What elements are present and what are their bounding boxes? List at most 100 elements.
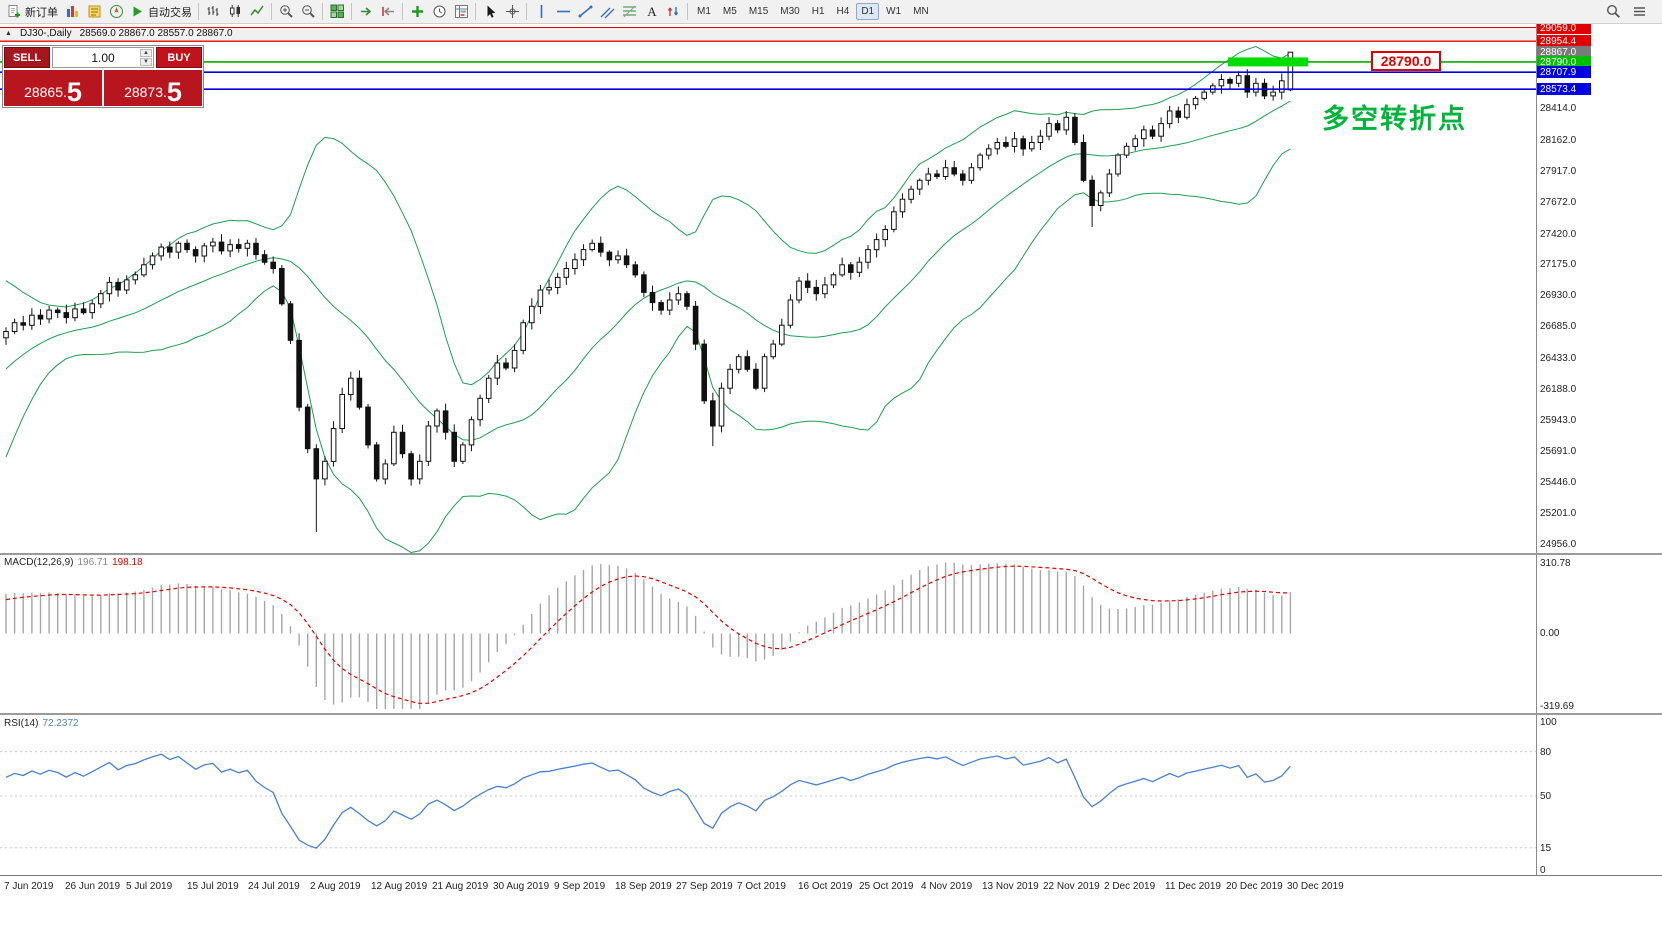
macd-name: MACD(12,26,9) (4, 557, 74, 568)
autotrading-button[interactable]: 自动交易 (127, 2, 195, 22)
rsi-panel-canvas[interactable] (0, 716, 1536, 874)
price-tick-label: 25943.0 (1540, 415, 1577, 426)
horizontal-line-icon[interactable] (552, 2, 574, 22)
line-chart-icon[interactable] (246, 2, 268, 22)
search-icon[interactable] (1602, 2, 1624, 22)
date-tick-label: 30 Aug 2019 (493, 881, 550, 892)
vertical-line-icon[interactable] (530, 2, 552, 22)
buy-button[interactable]: BUY (156, 47, 202, 68)
svg-text:A: A (647, 4, 657, 19)
toolbar-separator (687, 3, 688, 20)
buy-price-tile[interactable]: 28873. 5 (104, 70, 202, 106)
trendline-icon[interactable] (574, 2, 596, 22)
macd-panel-canvas[interactable] (0, 556, 1536, 712)
candlestick-chart-icon[interactable] (224, 2, 246, 22)
data-window-icon[interactable] (83, 2, 105, 22)
date-tick-label: 20 Dec 2019 (1226, 881, 1283, 892)
date-tick-label: 26 Jun 2019 (65, 881, 121, 892)
templates-icon[interactable] (450, 2, 472, 22)
sell-price-tile[interactable]: 28865. 5 (4, 70, 102, 106)
price-tick-label: 25446.0 (1540, 477, 1577, 488)
price-tick-label: 25201.0 (1540, 508, 1577, 519)
chart-title-bar[interactable]: ▲ DJ30-,Daily 28569.0 28867.0 28557.0 28… (0, 27, 1536, 40)
date-tick-label: 2 Aug 2019 (310, 881, 361, 892)
crosshair-icon[interactable] (501, 2, 523, 22)
timeframe-mn-button[interactable]: MN (913, 6, 929, 17)
auto-scroll-icon[interactable] (355, 2, 377, 22)
sell-button[interactable]: SELL (4, 47, 50, 68)
periods-icon[interactable] (428, 2, 450, 22)
date-tick-label: 25 Oct 2019 (859, 881, 914, 892)
date-tick-label: 5 Jul 2019 (126, 881, 173, 892)
bid-price-big-digit: 5 (66, 77, 82, 108)
fibonacci-icon[interactable] (618, 2, 640, 22)
chart-text-annotation[interactable]: 多空转折点 (1322, 104, 1467, 134)
price-scale[interactable]: 28414.0 28162.0 27917.0 27672.0 27420.0 27175… (1537, 0, 1662, 946)
text-icon[interactable]: A (640, 2, 662, 22)
toolbar-separator (351, 3, 352, 20)
channel-icon[interactable] (596, 2, 618, 22)
date-tick-label: 9 Sep 2019 (554, 881, 606, 892)
indicators-add-icon[interactable] (406, 2, 428, 22)
timeframe-w1-button[interactable]: W1 (886, 6, 902, 17)
price-tick-label: 27917.0 (1540, 166, 1577, 177)
toolbar: 新订单 自动交易 A M1 M5 M15 M30 H1 H4 D1 W1 MN (0, 0, 1662, 24)
timeframe-h1-button[interactable]: H1 (811, 6, 825, 17)
price-line-flag: 28867.0 (1537, 46, 1591, 58)
timeframe-m1-button[interactable]: M1 (697, 6, 711, 17)
bar-chart-icon[interactable] (202, 2, 224, 22)
price-tick-label: 26685.0 (1540, 321, 1577, 332)
macd-scale-label: -319.69 (1540, 701, 1574, 712)
arrows-icon[interactable] (662, 2, 684, 22)
price-tick-label: 24956.0 (1540, 539, 1577, 550)
date-tick-label: 11 Dec 2019 (1165, 881, 1221, 892)
timeframe-m5-button[interactable]: M5 (722, 6, 737, 17)
price-line-flag: 28954.4 (1537, 35, 1591, 47)
date-tick-label: 4 Nov 2019 (921, 881, 973, 892)
rsi-indicator-label: RSI(14) 72.2372 (4, 718, 79, 729)
price-tick-label: 26188.0 (1540, 384, 1577, 395)
autotrading-button-label: 自动交易 (148, 6, 192, 19)
timeframe-h4-button[interactable]: H4 (836, 6, 850, 17)
timeframe-m15-button[interactable]: M15 (748, 6, 769, 17)
price-tick-label: 25691.0 (1540, 446, 1577, 457)
cursor-icon[interactable] (479, 2, 501, 22)
date-tick-label: 18 Sep 2019 (615, 881, 672, 892)
date-tick-label: 7 Oct 2019 (737, 881, 786, 892)
toolbar-separator (475, 3, 476, 20)
toolbar-menu-icon[interactable] (1628, 2, 1650, 22)
date-tick-label: 21 Aug 2019 (432, 881, 489, 892)
price-tick-label: 28162.0 (1540, 135, 1577, 146)
new-order-button[interactable]: 新订单 (4, 2, 61, 22)
zoom-in-icon[interactable] (275, 2, 297, 22)
new-order-button-label: 新订单 (25, 6, 58, 19)
date-tick-label: 15 Jul 2019 (187, 881, 239, 892)
toolbar-separator (198, 3, 199, 20)
chart-shift-icon[interactable] (377, 2, 399, 22)
chart-ohlc-values: 28569.0 28867.0 28557.0 28867.0 (79, 28, 233, 39)
date-tick-label: 7 Jun 2019 (4, 881, 54, 892)
volume-down-button[interactable]: ▼ (140, 58, 152, 66)
time-scale[interactable]: 7 Jun 2019 26 Jun 2019 5 Jul 2019 15 Jul 20… (0, 876, 1662, 896)
volume-input[interactable]: 1.00 ▲ ▼ (52, 47, 154, 68)
date-tick-label: 13 Nov 2019 (982, 881, 1039, 892)
panel-separator[interactable] (0, 875, 1662, 876)
zoom-out-icon[interactable] (297, 2, 319, 22)
volume-up-button[interactable]: ▲ (140, 49, 152, 57)
price-line-flag: 28707.9 (1537, 66, 1591, 78)
timeframe-m30-button[interactable]: M30 (780, 6, 800, 17)
market-watch-icon[interactable] (61, 2, 83, 22)
price-chart-canvas[interactable] (0, 24, 1536, 553)
navigator-icon[interactable] (105, 2, 127, 22)
rsi-scale-label: 0 (1540, 865, 1546, 876)
macd-indicator-label: MACD(12,26,9) 196.71 198.18 (4, 557, 143, 568)
panel-separator[interactable] (0, 713, 1662, 715)
toolbar-button-group: 新订单 自动交易 A (4, 0, 691, 23)
collapse-icon[interactable]: ▲ (5, 30, 12, 37)
date-tick-label: 12 Aug 2019 (371, 881, 428, 892)
toolbar-separator (526, 3, 527, 20)
timeframe-d1-button[interactable]: D1 (856, 3, 880, 20)
tile-windows-icon[interactable] (326, 2, 348, 22)
panel-separator[interactable] (0, 553, 1662, 555)
volume-value: 1.00 (91, 50, 115, 65)
